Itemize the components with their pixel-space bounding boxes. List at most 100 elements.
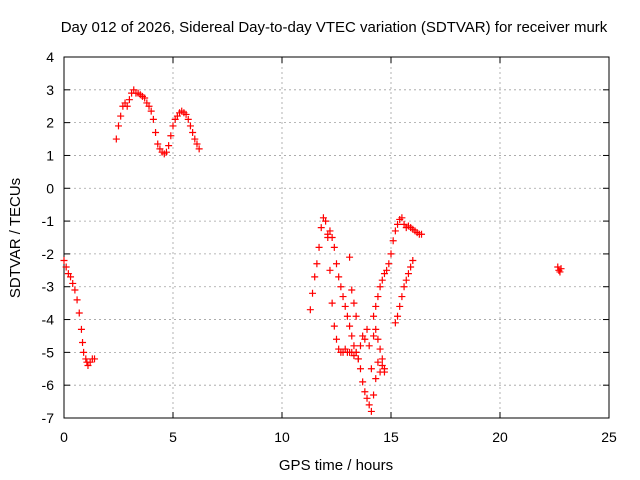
data-point <box>407 263 415 271</box>
data-point <box>162 148 170 156</box>
data-point <box>311 273 319 281</box>
data-point <box>380 368 388 376</box>
y-tick-label: 3 <box>46 82 54 98</box>
data-point <box>75 309 83 317</box>
data-point <box>365 342 373 350</box>
y-tick-label: -5 <box>42 344 55 360</box>
data-point <box>306 306 314 314</box>
y-tick-label: -7 <box>42 410 55 426</box>
x-tick-label: 5 <box>169 429 177 445</box>
data-point <box>125 96 133 104</box>
data-point <box>378 355 386 363</box>
data-point <box>112 135 120 143</box>
data-point <box>356 342 364 350</box>
data-point <box>169 122 177 130</box>
data-point <box>117 112 125 120</box>
series-segment-6 <box>391 256 417 327</box>
data-point <box>370 312 378 320</box>
data-point <box>367 407 375 415</box>
data-point <box>367 365 375 373</box>
x-tick-labels: 0 5 10 15 20 25 <box>60 429 617 445</box>
y-tick-label: 1 <box>46 147 54 163</box>
data-point <box>394 312 402 320</box>
data-point <box>376 283 384 291</box>
data-point <box>398 214 406 222</box>
data-point <box>363 394 371 402</box>
data-point <box>376 345 384 353</box>
chart-title: Day 012 of 2026, Sidereal Day-to-day VTE… <box>61 19 608 36</box>
data-point <box>193 140 201 148</box>
y-tick-label: -1 <box>42 213 55 229</box>
data-point <box>346 253 354 261</box>
data-point <box>391 227 399 235</box>
data-point <box>356 365 364 373</box>
data-point <box>115 122 122 130</box>
data-point <box>330 322 338 330</box>
data-point <box>77 325 85 333</box>
data-point <box>387 250 395 258</box>
data-point <box>361 335 369 343</box>
data-point <box>326 227 334 235</box>
axis-ticks <box>63 56 610 419</box>
data-point <box>330 243 338 251</box>
data-point <box>339 293 347 301</box>
data-point <box>184 115 192 123</box>
data-point <box>385 260 393 268</box>
data-point <box>350 342 358 350</box>
x-axis-label: GPS time / hours <box>279 457 393 474</box>
data-point <box>309 289 317 297</box>
data-point <box>370 391 378 399</box>
data-point <box>409 256 417 264</box>
data-point <box>91 355 99 363</box>
data-point <box>398 293 406 301</box>
series-segment-8 <box>346 253 360 320</box>
data-points <box>60 86 565 415</box>
data-point <box>71 286 79 294</box>
data-point <box>328 234 336 241</box>
data-point <box>354 355 362 363</box>
data-point <box>391 319 399 327</box>
data-point <box>333 260 340 268</box>
data-point <box>60 256 68 264</box>
data-point <box>145 102 153 110</box>
data-point <box>370 332 378 340</box>
data-point <box>195 145 203 153</box>
data-point <box>167 132 175 140</box>
x-tick-label: 10 <box>274 429 290 445</box>
data-point <box>374 293 382 301</box>
data-point <box>80 348 88 356</box>
y-tick-label: -3 <box>42 279 55 295</box>
data-point <box>352 348 360 356</box>
y-tick-label: -4 <box>42 312 55 328</box>
y-tick-label: 4 <box>46 49 54 65</box>
x-tick-label: 0 <box>60 429 68 445</box>
data-point <box>350 299 358 307</box>
data-point <box>372 302 380 310</box>
data-point <box>346 322 354 330</box>
data-point <box>326 266 334 274</box>
data-point <box>141 94 149 102</box>
data-point <box>191 135 199 143</box>
data-point <box>378 276 386 284</box>
series-segment-7 <box>370 312 388 376</box>
data-point <box>374 358 382 366</box>
data-point <box>343 312 351 320</box>
y-tick-label: 2 <box>46 115 54 131</box>
data-point <box>154 140 162 148</box>
data-point <box>152 128 160 136</box>
data-point <box>82 355 90 363</box>
data-point <box>149 115 157 123</box>
data-point <box>365 401 373 409</box>
series-segment-4 <box>324 227 360 356</box>
grid-lines <box>64 57 609 418</box>
series-segment-1 <box>60 256 99 369</box>
data-point <box>400 283 408 291</box>
data-point <box>335 273 343 281</box>
data-point <box>69 279 77 287</box>
data-point <box>389 237 397 245</box>
data-point <box>328 299 336 307</box>
data-point <box>333 335 340 343</box>
data-point <box>62 263 70 271</box>
data-point <box>418 230 426 238</box>
data-point <box>554 263 562 271</box>
